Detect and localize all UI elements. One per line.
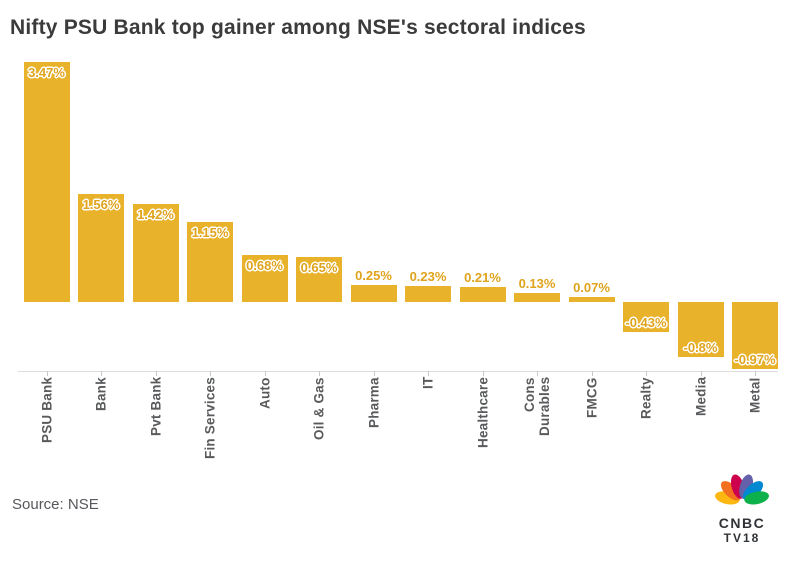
- bar-value-label: 0.13%: [518, 276, 556, 291]
- logo-text-cnbc: CNBC: [718, 515, 766, 531]
- axis-tick: [482, 371, 484, 376]
- bar: [677, 302, 724, 358]
- chart-title: Nifty PSU Bank top gainer among NSE's se…: [10, 16, 586, 39]
- cnbc-tv18-logo: CNBC TV18: [710, 466, 774, 545]
- bar: [568, 297, 615, 302]
- bar-value-label: 0.21%: [464, 270, 501, 286]
- category-label: Realty: [638, 377, 654, 419]
- category-label: Pvt Bank: [148, 377, 163, 437]
- axis-tick: [755, 371, 756, 376]
- axis-tick: [646, 371, 647, 376]
- bar-value-label: 0.23%: [409, 269, 447, 285]
- category-label: Media: [693, 377, 708, 417]
- bar: [405, 286, 451, 302]
- bar-value-label: 1.56%: [82, 197, 120, 213]
- category-label: Cons Durables: [522, 377, 552, 437]
- x-axis-line: [18, 371, 778, 372]
- axis-tick: [591, 371, 593, 376]
- peacock-icon: [715, 474, 769, 505]
- bar-value-label: 0.68%: [246, 257, 283, 273]
- bar-value-label: 3.47%: [28, 64, 65, 80]
- bar-value-label: 1.42%: [137, 206, 174, 222]
- bar: [459, 287, 506, 302]
- bar: [132, 203, 179, 302]
- bar-value-label: 1.15%: [191, 225, 229, 241]
- bar: [187, 222, 233, 302]
- logo-text-tv18: TV18: [723, 531, 761, 545]
- category-label: PSU Bank: [39, 377, 54, 444]
- axis-tick: [700, 371, 702, 376]
- category-label: Oil & Gas: [311, 377, 327, 440]
- axis-tick: [210, 371, 211, 376]
- category-label: FMCG: [584, 377, 599, 418]
- bar-value-label: 0.07%: [573, 280, 610, 296]
- axis-tick: [373, 371, 375, 376]
- category-label: Fin Services: [202, 377, 218, 459]
- bar-value-label: -0.43%: [625, 314, 667, 330]
- bar: [296, 257, 342, 302]
- category-label: Pharma: [366, 377, 381, 428]
- category-label: Metal: [747, 377, 763, 413]
- axis-tick: [264, 371, 266, 376]
- category-label: Bank: [93, 377, 109, 411]
- bar: [514, 293, 560, 302]
- bar-value-label: -0.8%: [683, 340, 718, 356]
- bar-value-label: 0.65%: [300, 260, 338, 276]
- bar: [623, 302, 669, 332]
- axis-tick: [155, 371, 157, 376]
- bar: [23, 61, 70, 302]
- axis-tick: [101, 371, 102, 376]
- bar: [78, 194, 124, 302]
- bar: [732, 302, 778, 370]
- axis-tick: [428, 371, 429, 376]
- category-label: IT: [420, 377, 436, 390]
- axis-tick: [537, 371, 538, 376]
- source-text: Source: NSE: [12, 496, 99, 513]
- category-label: Auto: [257, 377, 272, 409]
- axis-tick: [319, 371, 320, 376]
- axis-tick: [46, 371, 48, 376]
- bar-value-label: 0.25%: [355, 267, 392, 283]
- bar: [241, 254, 288, 302]
- bar-value-label: -0.97%: [734, 352, 776, 368]
- bar: [350, 284, 397, 302]
- category-label: Healthcare: [475, 377, 490, 449]
